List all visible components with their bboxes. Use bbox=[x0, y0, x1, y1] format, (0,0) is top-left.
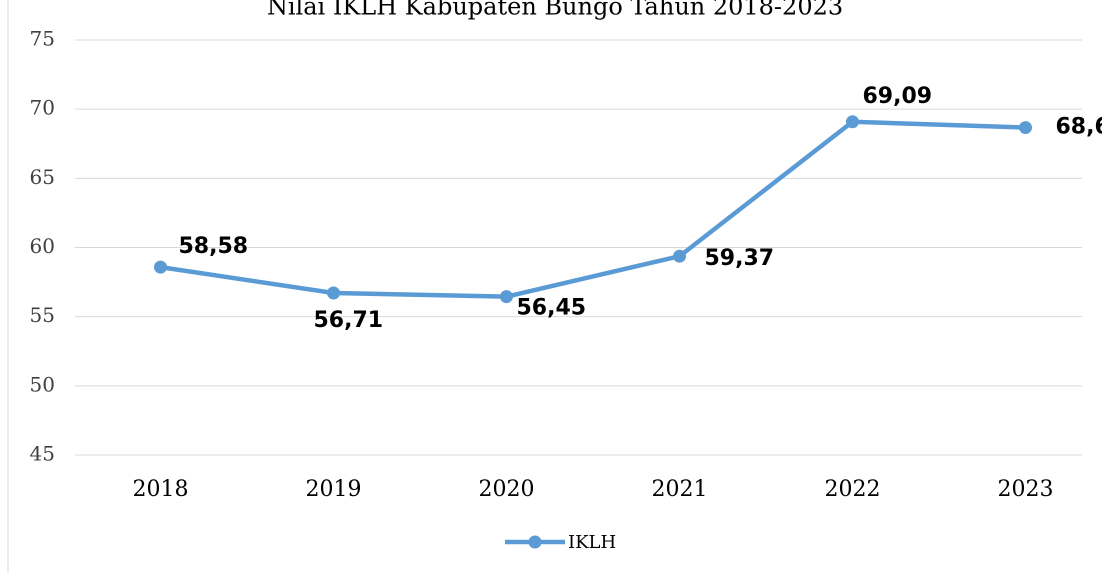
marker bbox=[327, 286, 340, 300]
data-label: 56,71 bbox=[314, 308, 384, 333]
data-label: 68,67 bbox=[1056, 115, 1102, 140]
marker bbox=[154, 260, 167, 274]
marker bbox=[1019, 121, 1032, 135]
marker bbox=[500, 290, 513, 304]
marker bbox=[846, 115, 859, 129]
x-tick-label: 2021 bbox=[652, 477, 708, 502]
legend-label: IKLH bbox=[568, 532, 616, 553]
data-label: 58,58 bbox=[179, 234, 249, 259]
legend-marker bbox=[528, 535, 542, 549]
x-tick-label: 2022 bbox=[825, 477, 881, 502]
data-label: 56,45 bbox=[517, 296, 587, 321]
chart-title: Nilai IKLH Kabupaten Bungo Tahun 2018-20… bbox=[267, 0, 843, 21]
y-tick-label: 55 bbox=[30, 303, 55, 327]
x-tick-label: 2020 bbox=[479, 477, 535, 502]
data-label: 59,37 bbox=[705, 246, 775, 271]
x-tick-label: 2018 bbox=[133, 477, 189, 502]
line bbox=[160, 119, 1026, 299]
marker bbox=[673, 249, 686, 263]
x-tick-label: 2019 bbox=[306, 477, 362, 502]
y-tick-label: 70 bbox=[30, 96, 55, 120]
data-label: 69,09 bbox=[863, 84, 933, 109]
y-tick-label: 60 bbox=[30, 234, 55, 258]
y-tick-label: 45 bbox=[30, 442, 55, 466]
y-tick-label: 50 bbox=[30, 372, 55, 396]
y-tick-label: 75 bbox=[30, 27, 55, 51]
x-tick-label: 2023 bbox=[998, 477, 1054, 502]
y-tick-label: 65 bbox=[30, 165, 55, 189]
